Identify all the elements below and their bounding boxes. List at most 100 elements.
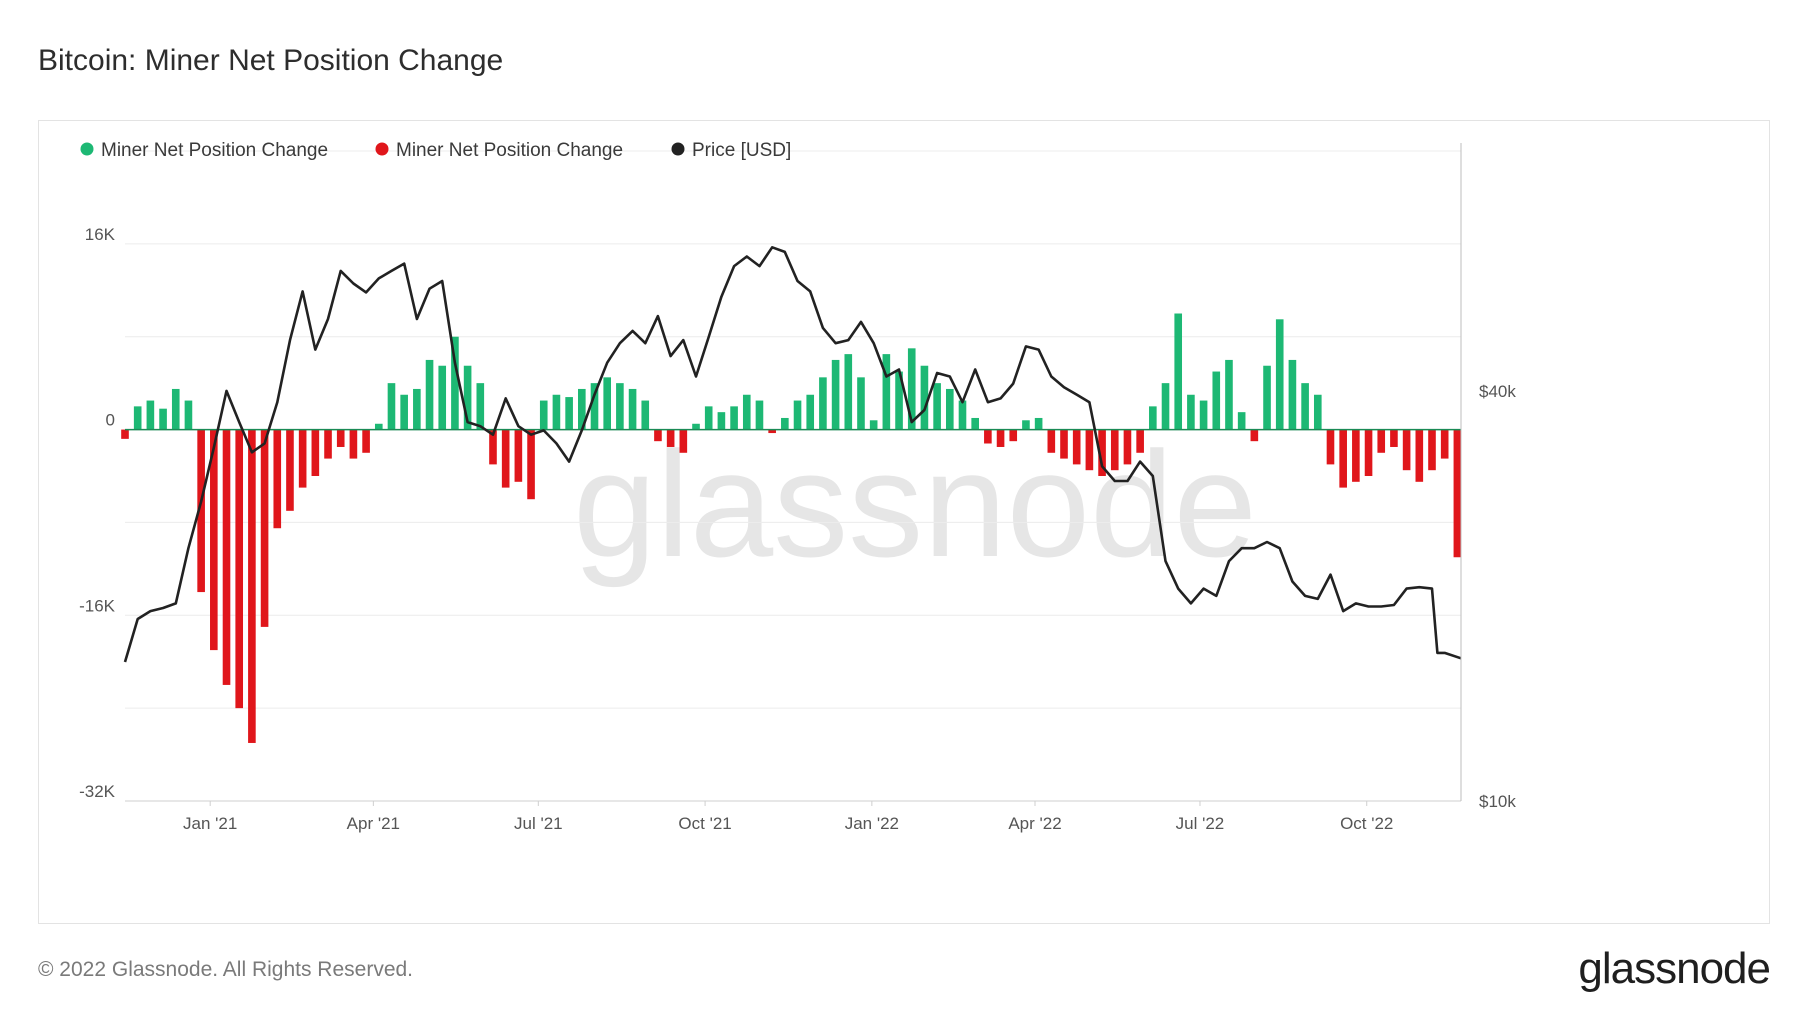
bar-negative xyxy=(654,429,662,442)
bar-positive xyxy=(831,359,840,430)
chart-svg: glassnode 16K 0 -16K -32K $40k $10k Jan '21 Apr… xyxy=(79,140,1516,833)
legend-dot-red xyxy=(375,142,389,156)
x-tick-label: Apr '21 xyxy=(347,814,400,833)
glassnode-logo[interactable]: glassnode xyxy=(1578,944,1771,993)
legend-item-miner-positive[interactable]: Miner Net Position Change xyxy=(80,140,329,161)
x-tick-label: Jul '22 xyxy=(1176,814,1225,833)
bar-negative xyxy=(362,429,370,453)
x-tick-label: Oct '21 xyxy=(678,814,731,833)
legend-item-miner-negative[interactable]: Miner Net Position Change xyxy=(375,140,624,161)
legend: Miner Net Position Change Miner Net Posi… xyxy=(80,140,792,161)
bar-negative xyxy=(768,429,776,434)
y-left-tick-label: -32K xyxy=(79,782,116,801)
x-tick-label: Jul '21 xyxy=(514,814,563,833)
bar-positive xyxy=(793,400,802,430)
bar-positive xyxy=(1212,371,1221,430)
legend-item-price[interactable]: Price [USD] xyxy=(671,140,792,161)
bar-negative xyxy=(1453,429,1462,558)
bar-positive xyxy=(146,400,155,430)
legend-dot-black xyxy=(671,142,685,156)
legend-dot-green xyxy=(80,142,94,156)
bar-negative xyxy=(996,429,1005,447)
page-title: Bitcoin: Miner Net Position Change xyxy=(38,44,504,77)
bar-positive xyxy=(1161,383,1170,430)
bar-positive xyxy=(1301,383,1309,430)
bar-negative xyxy=(1009,429,1018,442)
bar-negative xyxy=(210,429,218,651)
bar-negative xyxy=(197,429,205,593)
bar-negative xyxy=(121,429,129,439)
bar-negative xyxy=(1085,429,1094,471)
bar-positive xyxy=(1225,359,1233,430)
bar-positive xyxy=(1199,400,1208,430)
bar-positive xyxy=(1034,417,1043,430)
bar-positive xyxy=(539,400,548,430)
bar-negative xyxy=(336,429,345,447)
bar-negative xyxy=(349,429,358,459)
bar-positive xyxy=(742,394,751,430)
bar-positive xyxy=(755,400,764,430)
bar-positive xyxy=(374,423,383,430)
footer-copyright: © 2022 Glassnode. All Rights Reserved. xyxy=(38,958,414,981)
legend-label-price: Price [USD] xyxy=(692,140,791,161)
bar-negative xyxy=(235,429,244,709)
bar-positive xyxy=(971,417,979,430)
x-tick-label: Jan '22 xyxy=(845,814,899,833)
bar-negative xyxy=(248,429,256,743)
bar-positive xyxy=(578,388,586,430)
axis-layer: 16K 0 -16K -32K $40k $10k Jan '21 Apr '21 Jul '2… xyxy=(79,143,1516,833)
price-line xyxy=(123,246,1462,663)
x-tick-label: Apr '22 xyxy=(1008,814,1061,833)
bar-negative xyxy=(679,429,688,453)
watermark-text: glassnode xyxy=(573,420,1257,588)
bar-negative xyxy=(286,429,294,511)
bar-positive xyxy=(1187,394,1195,430)
bar-positive xyxy=(616,383,624,430)
bar-positive xyxy=(603,377,611,430)
legend-label-miner-negative: Miner Net Position Change xyxy=(396,140,623,161)
bar-negative xyxy=(298,429,307,488)
bar-positive xyxy=(476,383,485,430)
bar-negative xyxy=(1390,429,1398,447)
bar-positive xyxy=(907,348,916,430)
y-left-tick-label: 16K xyxy=(85,225,116,244)
bar-positive xyxy=(1313,394,1322,430)
bar-negative xyxy=(260,429,269,627)
y-right-tick-label: $40k xyxy=(1479,382,1516,401)
bar-positive xyxy=(1288,359,1297,430)
bar-negative xyxy=(1250,429,1259,442)
bar-negative xyxy=(514,429,523,482)
bar-positive xyxy=(692,423,700,430)
bar-positive xyxy=(1237,412,1246,430)
bar-positive xyxy=(159,408,167,430)
x-tick-label: Oct '22 xyxy=(1340,814,1393,833)
bar-negative xyxy=(501,429,510,488)
bar-positive xyxy=(717,412,726,430)
legend-label-miner-positive: Miner Net Position Change xyxy=(101,140,328,161)
bar-positive xyxy=(438,365,447,430)
bar-negative xyxy=(1136,429,1144,453)
bar-positive xyxy=(451,336,459,430)
bar-negative xyxy=(1352,429,1360,482)
bar-positive xyxy=(628,388,637,430)
bar-negative xyxy=(1110,429,1119,471)
x-tick-label: Jan '21 xyxy=(183,814,237,833)
price-layer xyxy=(123,246,1462,663)
bar-positive xyxy=(590,383,599,430)
bar-positive xyxy=(730,406,738,430)
bar-positive xyxy=(133,406,142,430)
bar-positive xyxy=(1022,420,1030,430)
bar-negative xyxy=(311,429,320,476)
bar-negative xyxy=(1098,429,1106,476)
bar-positive xyxy=(1174,313,1183,430)
bar-negative xyxy=(984,429,992,444)
bar-negative xyxy=(1377,429,1386,453)
bar-positive xyxy=(463,365,472,430)
bar-positive xyxy=(1275,319,1284,430)
bar-positive xyxy=(641,400,650,430)
bar-negative xyxy=(489,429,497,465)
bar-negative xyxy=(1428,429,1436,471)
bar-negative xyxy=(1047,429,1056,453)
bar-positive xyxy=(184,400,193,430)
bars-layer xyxy=(121,313,1462,743)
